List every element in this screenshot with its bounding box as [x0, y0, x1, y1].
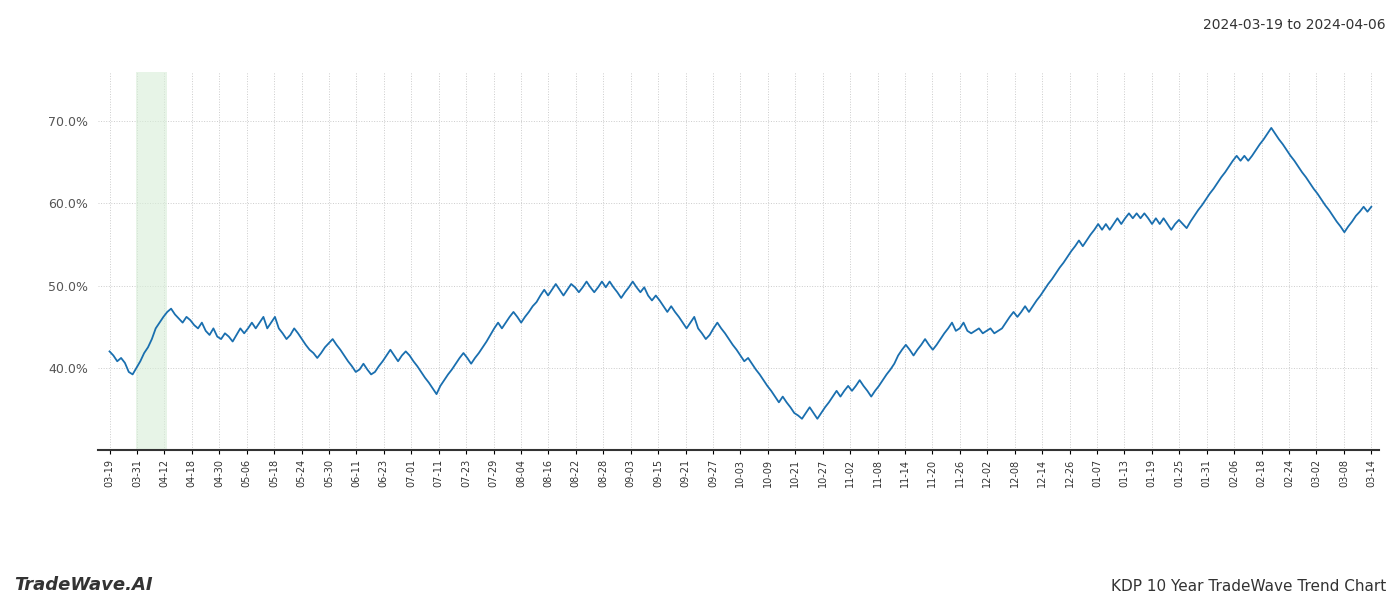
Bar: [136, 72, 167, 450]
Text: 2024-03-19 to 2024-04-06: 2024-03-19 to 2024-04-06: [1204, 18, 1386, 32]
Text: TradeWave.AI: TradeWave.AI: [14, 576, 153, 594]
Text: KDP 10 Year TradeWave Trend Chart: KDP 10 Year TradeWave Trend Chart: [1110, 579, 1386, 594]
